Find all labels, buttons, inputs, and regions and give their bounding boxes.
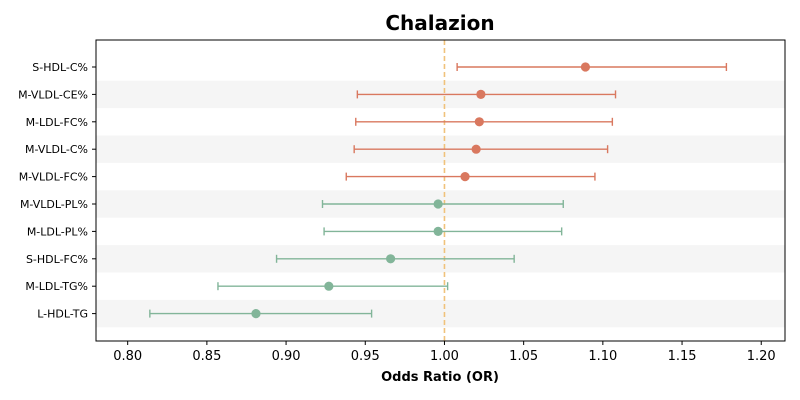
y-tick-label: S-HDL-C% xyxy=(32,61,88,74)
chart-title: Chalazion xyxy=(385,11,494,35)
y-tick-label: M-LDL-PL% xyxy=(27,225,88,238)
or-point xyxy=(474,117,484,127)
x-tick-label: 1.15 xyxy=(668,349,697,364)
x-axis-label: Odds Ratio (OR) xyxy=(381,370,499,385)
or-point xyxy=(476,89,486,99)
odds-ratio-points xyxy=(251,62,591,319)
y-tick-label: M-LDL-FC% xyxy=(26,116,88,129)
or-point xyxy=(433,226,443,236)
y-axis-ticks: S-HDL-C% M-VLDL-CE% M-LDL-FC% M-VLDL-C% M-VL… xyxy=(18,61,96,321)
plot-frame xyxy=(95,39,786,342)
y-tick-label: S-HDL-FC% xyxy=(26,253,88,266)
or-point xyxy=(251,309,261,319)
x-tick-label: 1.00 xyxy=(430,349,459,364)
x-tick-label: 0.80 xyxy=(113,349,142,364)
y-tick-label: L-HDL-TG xyxy=(37,308,88,321)
or-point xyxy=(386,254,396,264)
x-axis-ticks: 0.80 0.85 0.90 0.95 1.00 1.05 1.10 1.15 1.20 xyxy=(113,341,776,364)
x-tick-label: 1.20 xyxy=(747,349,776,364)
y-tick-label: M-VLDL-CE% xyxy=(18,88,88,101)
y-tick-label: M-LDL-TG% xyxy=(25,280,88,293)
y-tick-label: M-VLDL-FC% xyxy=(19,171,88,184)
y-tick-label: M-VLDL-PL% xyxy=(20,198,88,211)
x-tick-label: 0.90 xyxy=(272,349,301,364)
or-point xyxy=(324,281,334,291)
or-point xyxy=(471,144,481,154)
x-tick-label: 1.10 xyxy=(588,349,617,364)
y-tick-label: M-VLDL-C% xyxy=(25,143,88,156)
x-tick-label: 1.05 xyxy=(509,349,538,364)
or-point xyxy=(433,199,443,209)
or-point xyxy=(580,62,591,72)
or-point xyxy=(460,172,470,182)
x-tick-label: 0.85 xyxy=(192,349,221,364)
x-tick-label: 0.95 xyxy=(351,349,380,364)
